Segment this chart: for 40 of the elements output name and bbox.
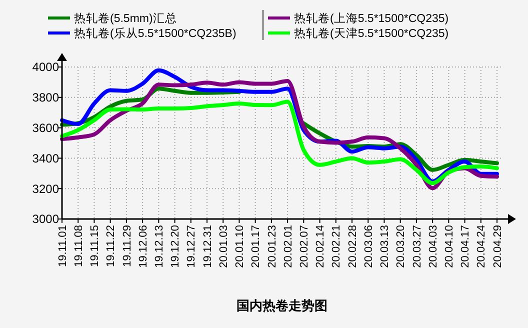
x-tick-label: 19.12.31	[202, 225, 214, 268]
x-tick-label: 20.03.06	[362, 225, 375, 268]
x-tick-label: 20.01.23	[266, 225, 278, 268]
y-tick-label: 3600	[32, 121, 60, 135]
x-tick-label: 20.04.24	[476, 225, 488, 268]
x-tick-label: 19.11.29	[121, 225, 134, 268]
line-series	[60, 100, 499, 186]
x-tick-label: 20.02.28	[346, 225, 359, 268]
x-tick-label: 19.12.13	[154, 225, 166, 268]
x-tick-label: 19.11.22	[105, 225, 118, 268]
x-tick-label: 19.12.27	[186, 225, 198, 268]
y-tick-label: 3800	[32, 90, 60, 105]
x-tick-label: 20.01.03	[218, 225, 230, 268]
x-tick-label: 20.04.17	[460, 225, 472, 268]
x-tick-label: 20.03.20	[395, 225, 408, 268]
x-tick-label: 20.04.29	[492, 225, 504, 268]
x-tick-label: 20.01.17	[250, 225, 262, 268]
legend-label: 热轧卷(乐从5.5*1500*CQ235B)	[74, 27, 236, 40]
legend-label: 热轧卷(天津5.5*1500*CQ235)	[294, 27, 449, 40]
x-tick-label: 20.03.27	[411, 225, 424, 268]
x-tick-label: 20.03.13	[379, 225, 392, 268]
x-tick-label: 19.12.20	[170, 225, 182, 268]
x-tick-label: 20.02.07	[298, 225, 311, 268]
legend-label: 热轧卷(5.5mm)汇总	[74, 12, 177, 26]
x-tick-label: 19.12.06	[137, 225, 150, 268]
legend-label: 热轧卷(上海5.5*1500*CQ235)	[294, 12, 449, 26]
x-tick-label: 20.04.10	[444, 225, 456, 268]
x-tick-label: 19.11.08	[72, 225, 85, 268]
y-tick-label: 3400	[32, 151, 60, 166]
x-tick-label: 20.01.10	[234, 225, 246, 268]
x-tick-label: 20.02.01	[282, 225, 294, 268]
y-tick-label: 3000	[32, 212, 60, 226]
x-tick-label: 20.02.14	[314, 225, 327, 268]
x-tick-label: 19.11.15	[89, 225, 102, 268]
x-tick-label: 20.04.03	[427, 225, 440, 268]
x-tick-label: 19.11.01	[56, 225, 69, 268]
y-tick-label: 3200	[32, 182, 60, 196]
x-tick-label: 20.02.21	[330, 225, 343, 268]
y-tick-label: 4000	[32, 60, 60, 74]
text: 国内热卷走势图	[236, 298, 328, 313]
